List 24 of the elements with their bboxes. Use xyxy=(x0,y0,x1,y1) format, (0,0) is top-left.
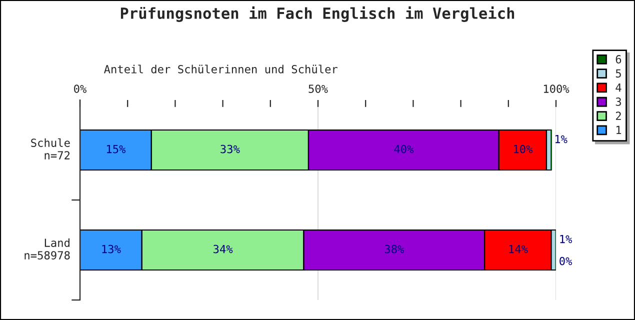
legend-label: 6 xyxy=(616,55,622,64)
data-label: 10% xyxy=(514,144,533,154)
legend-label: 5 xyxy=(616,69,621,78)
legend-label: 1 xyxy=(616,126,622,134)
data-label: 40% xyxy=(394,144,414,154)
data-label: 1% xyxy=(555,134,568,144)
legend-label: 3 xyxy=(616,97,621,106)
legend-label: 2 xyxy=(616,112,621,120)
data-label: 13% xyxy=(102,244,121,254)
data-label: 34% xyxy=(214,244,233,254)
y-tick-label: Schule n=72 xyxy=(31,138,70,160)
x-tick-label: 100% xyxy=(544,84,570,93)
data-label: 38% xyxy=(384,244,404,254)
data-label: 33% xyxy=(220,144,240,154)
legend-label: 4 xyxy=(616,83,622,92)
x-tick-label: 0% xyxy=(74,84,87,93)
chart-title: Prüfungsnoten im Fach Englisch im Vergleich xyxy=(120,6,514,22)
data-label: 0% xyxy=(560,256,572,266)
x-axis-title: Anteil der Schülerinnen und Schüler xyxy=(104,64,338,74)
y-tick-label: Land n=58978 xyxy=(24,238,70,260)
data-label: 14% xyxy=(509,244,528,254)
data-label: 15% xyxy=(107,144,126,154)
data-label: 1% xyxy=(560,234,572,244)
x-tick-label: 50% xyxy=(308,84,328,93)
